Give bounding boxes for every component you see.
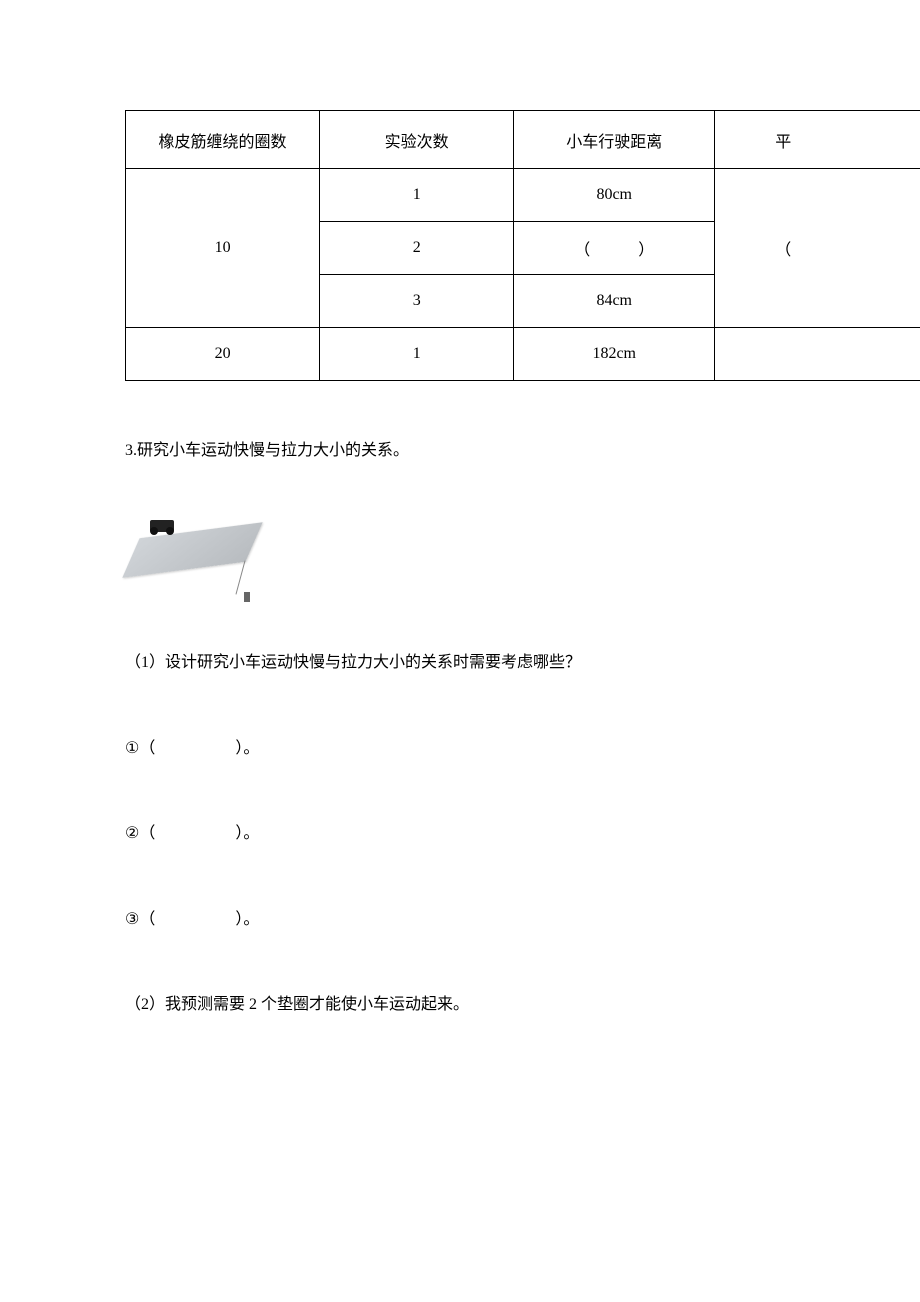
cell: 182cm [514, 328, 715, 381]
question-3-sub1: （1）设计研究小车运动快慢与拉力大小的关系时需要考虑哪些？ [125, 650, 920, 676]
question-3-title: 3.研究小车运动快慢与拉力大小的关系。 [125, 436, 920, 460]
table-header: 小车行驶距离 [514, 111, 715, 169]
table-row: 10 1 80cm （ [126, 169, 920, 222]
table-header: 橡皮筋缠绕的圈数 [126, 111, 320, 169]
cell [715, 328, 920, 381]
table-header: 实验次数 [320, 111, 514, 169]
experiment-table: 橡皮筋缠绕的圈数 实验次数 小车行驶距离 平 10 1 80cm （ 2 （ ）… [125, 110, 920, 381]
blank-item-2: ②（ ）。 [125, 821, 920, 847]
blank-item-3: ③（ ）。 [125, 907, 920, 933]
question-3-sub2: （2）我预测需要 2 个垫圈才能使小车运动起来。 [125, 992, 920, 1018]
cell: 10 [126, 169, 320, 328]
experiment-diagram-icon [125, 510, 270, 605]
cell: 80cm [514, 169, 715, 222]
blank-item-1: ①（ ）。 [125, 736, 920, 762]
table-header: 平 [715, 111, 920, 169]
cell: （ [715, 169, 920, 328]
cell: 1 [320, 169, 514, 222]
cell: 20 [126, 328, 320, 381]
cell: 1 [320, 328, 514, 381]
cell: 2 [320, 222, 514, 275]
cell: 84cm [514, 275, 715, 328]
cell: 3 [320, 275, 514, 328]
table-row: 20 1 182cm [126, 328, 920, 381]
cell: （ ） [514, 222, 715, 275]
